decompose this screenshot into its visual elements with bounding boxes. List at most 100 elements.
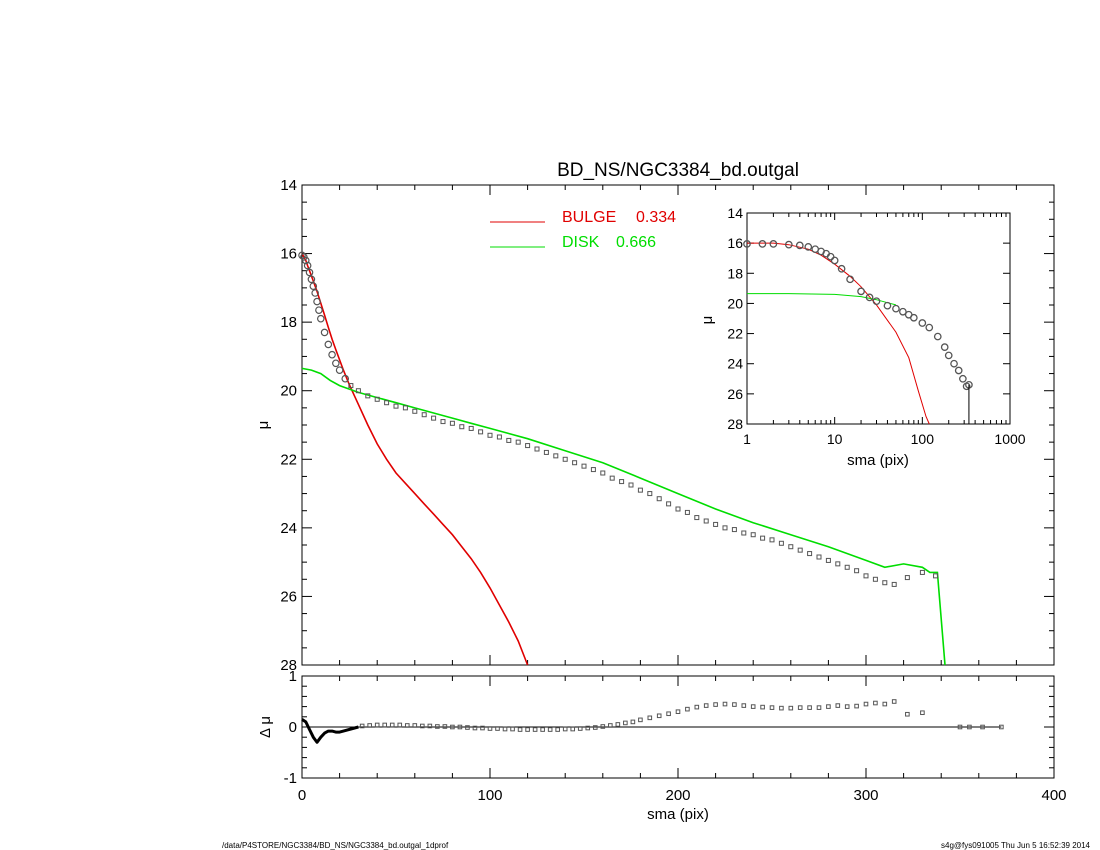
- inset-log-panel: 14 16 18 20 22 24 26 281 10 100 1000 sma (pix) μ: [699, 205, 1026, 469]
- main-y-tick-label: 26: [280, 588, 297, 605]
- main-data-point: [797, 547, 803, 553]
- main-data-point: [506, 437, 512, 443]
- residual-inner-line: [301, 718, 359, 744]
- main-data-point: [863, 573, 869, 579]
- inset-data-point: [784, 240, 793, 249]
- disk-profile-line: [301, 367, 946, 666]
- residual-data-point: [741, 703, 747, 708]
- main-data-point: [313, 297, 321, 306]
- main-y-axis-label: μ: [255, 421, 272, 430]
- residual-data-point: [807, 705, 812, 710]
- main-data-point: [609, 475, 615, 481]
- main-data-point: [750, 532, 756, 538]
- residual-data-point: [450, 724, 455, 730]
- main-data-point: [543, 449, 549, 455]
- main-data-point: [307, 275, 316, 284]
- main-data-point: [572, 460, 578, 466]
- residual-data-point: [442, 724, 448, 729]
- residual-data-point: [656, 713, 662, 719]
- residual-data-point: [495, 726, 500, 731]
- main-data-point: [854, 568, 860, 574]
- residual-x-tick-label: 400: [1041, 787, 1066, 804]
- chart-title: BD_NS/NGC3384_bd.outgal: [557, 160, 799, 181]
- legend: BULGE 0.334 DISK 0.666: [490, 209, 676, 251]
- residual-data-point: [647, 715, 653, 721]
- inset-data-point: [743, 240, 751, 248]
- residual-data-point: [570, 726, 576, 732]
- residual-data-point: [420, 723, 425, 729]
- residual-data-point: [826, 704, 831, 709]
- residual-data-point: [487, 726, 493, 731]
- residual-data-point: [600, 724, 606, 729]
- inset-data-point: [826, 252, 835, 261]
- residual-data-point: [957, 724, 963, 730]
- inset-data-point: [940, 343, 949, 351]
- main-y-tick-label: 16: [280, 246, 297, 263]
- main-data-point: [581, 463, 587, 469]
- main-data-point: [515, 439, 521, 445]
- inset-data-point: [837, 264, 846, 273]
- footer-file-path: /data/P4STORE/NGC3384/BD_NS/NGC3384_bd.o…: [222, 841, 449, 850]
- residual-series-group: [301, 699, 1004, 744]
- main-data-point: [525, 443, 531, 449]
- residual-y-tick-label: -1: [284, 770, 297, 787]
- residual-data-point: [517, 727, 523, 732]
- main-data-point: [440, 419, 446, 425]
- main-data-point: [703, 518, 709, 524]
- main-data-point: [393, 403, 399, 409]
- inset-x-tick-label: 1: [743, 431, 751, 447]
- main-data-point: [384, 400, 390, 406]
- main-data-point: [496, 434, 502, 440]
- main-y-tick-label: 18: [280, 314, 297, 331]
- main-data-point: [872, 576, 878, 582]
- residual-data-point: [882, 701, 888, 707]
- inset-data-point: [846, 275, 854, 284]
- residual-data-point: [427, 723, 433, 729]
- bulge-profile-line: [301, 253, 529, 666]
- inset-y-tick-label: 18: [727, 265, 743, 281]
- residual-data-points: [359, 699, 1004, 732]
- inset-data-point: [804, 243, 813, 251]
- inset-data-point: [872, 297, 881, 306]
- main-data-point: [675, 506, 681, 512]
- residual-data-point: [367, 723, 372, 728]
- main-data-point: [324, 340, 333, 349]
- inset-data-point: [925, 323, 934, 332]
- residual-data-point: [666, 711, 671, 717]
- inset-x-tick-label: 100: [911, 431, 935, 447]
- residual-data-point: [547, 727, 553, 732]
- main-data-point: [459, 424, 465, 430]
- residual-data-point: [816, 705, 822, 710]
- main-data-point: [891, 581, 897, 587]
- inset-x-axis-label: sma (pix): [847, 452, 909, 469]
- main-data-point: [694, 515, 700, 521]
- residual-data-point: [779, 705, 784, 711]
- main-data-point: [713, 521, 719, 527]
- main-data-point: [647, 491, 653, 497]
- inset-data-point: [909, 313, 918, 322]
- main-data-point: [303, 261, 312, 270]
- main-data-point: [666, 501, 672, 507]
- main-data-point: [741, 530, 747, 536]
- residual-data-point: [585, 725, 591, 731]
- inset-data-point: [954, 366, 963, 375]
- residual-data-point: [788, 705, 794, 711]
- main-data-point: [684, 509, 690, 515]
- main-x-minor-ticks: [301, 185, 1055, 665]
- residual-data-point: [703, 703, 709, 708]
- inset-data-points: [743, 240, 973, 424]
- legend-disk-value: 0.666: [616, 234, 656, 251]
- main-data-point: [600, 470, 606, 476]
- main-data-point: [619, 479, 625, 485]
- residual-data-point: [480, 725, 485, 731]
- inset-x-tick-label: 1000: [994, 431, 1025, 447]
- main-data-point: [468, 425, 474, 431]
- main-y-tick-label: 20: [280, 383, 297, 400]
- main-data-point: [335, 366, 344, 374]
- residual-data-point: [630, 719, 636, 725]
- main-data-point: [328, 350, 336, 359]
- main-data-point: [778, 540, 784, 546]
- main-data-point: [305, 268, 314, 277]
- main-data-point: [315, 306, 323, 314]
- inset-data-point: [795, 241, 804, 250]
